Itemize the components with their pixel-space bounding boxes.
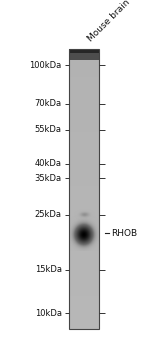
Bar — [69, 49, 99, 53]
Text: RHOB: RHOB — [111, 229, 137, 238]
Text: 10kDa: 10kDa — [35, 309, 62, 318]
Text: 55kDa: 55kDa — [35, 125, 62, 134]
Text: 70kDa: 70kDa — [34, 99, 62, 108]
Text: 35kDa: 35kDa — [34, 174, 62, 183]
Text: 40kDa: 40kDa — [35, 159, 62, 168]
Text: Mouse brain: Mouse brain — [86, 0, 131, 43]
Text: 25kDa: 25kDa — [35, 210, 62, 219]
Bar — [69, 49, 99, 60]
Text: 100kDa: 100kDa — [29, 61, 62, 70]
Bar — [69, 49, 99, 329]
Text: 15kDa: 15kDa — [35, 265, 62, 274]
